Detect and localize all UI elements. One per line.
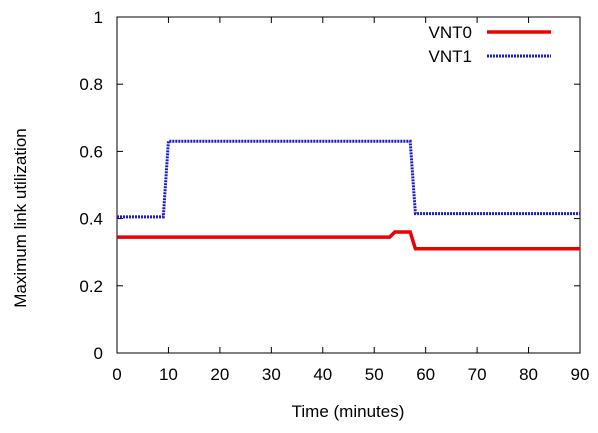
legend-label-vnt0: VNT0 [429,23,472,42]
plot-frame [116,16,581,354]
x-tick-label: 70 [468,365,487,384]
series-line-vnt0 [117,230,580,251]
y-tick-label: 0.6 [79,142,103,161]
legend: VNT0 VNT1 [429,23,551,66]
x-tick-label: 0 [112,365,121,384]
x-tick-label: 20 [210,365,229,384]
legend-label-vnt1: VNT1 [429,47,472,66]
x-tick-label: 60 [416,365,435,384]
y-tick-label: 0 [94,344,103,363]
x-tick-label: 40 [313,365,332,384]
x-tick-label: 30 [262,365,281,384]
x-tick-label: 10 [159,365,178,384]
x-tick-label: 80 [519,365,538,384]
y-tick-label: 0.8 [79,75,103,94]
axes: 0 10 20 30 40 50 60 70 80 90 0 0.2 0.4 0.6 0.8 1 [79,8,589,384]
x-tick-label: 90 [571,365,590,384]
y-axis-label: Maximum link utilization [11,128,30,308]
series-lines [117,139,580,251]
series-line-vnt1 [117,139,580,219]
y-tick-label: 0.4 [79,210,103,229]
x-axis-label: Time (minutes) [292,402,405,421]
y-tick-label: 1 [94,8,103,27]
x-tick-label: 50 [365,365,384,384]
y-tick-label: 0.2 [79,277,103,296]
